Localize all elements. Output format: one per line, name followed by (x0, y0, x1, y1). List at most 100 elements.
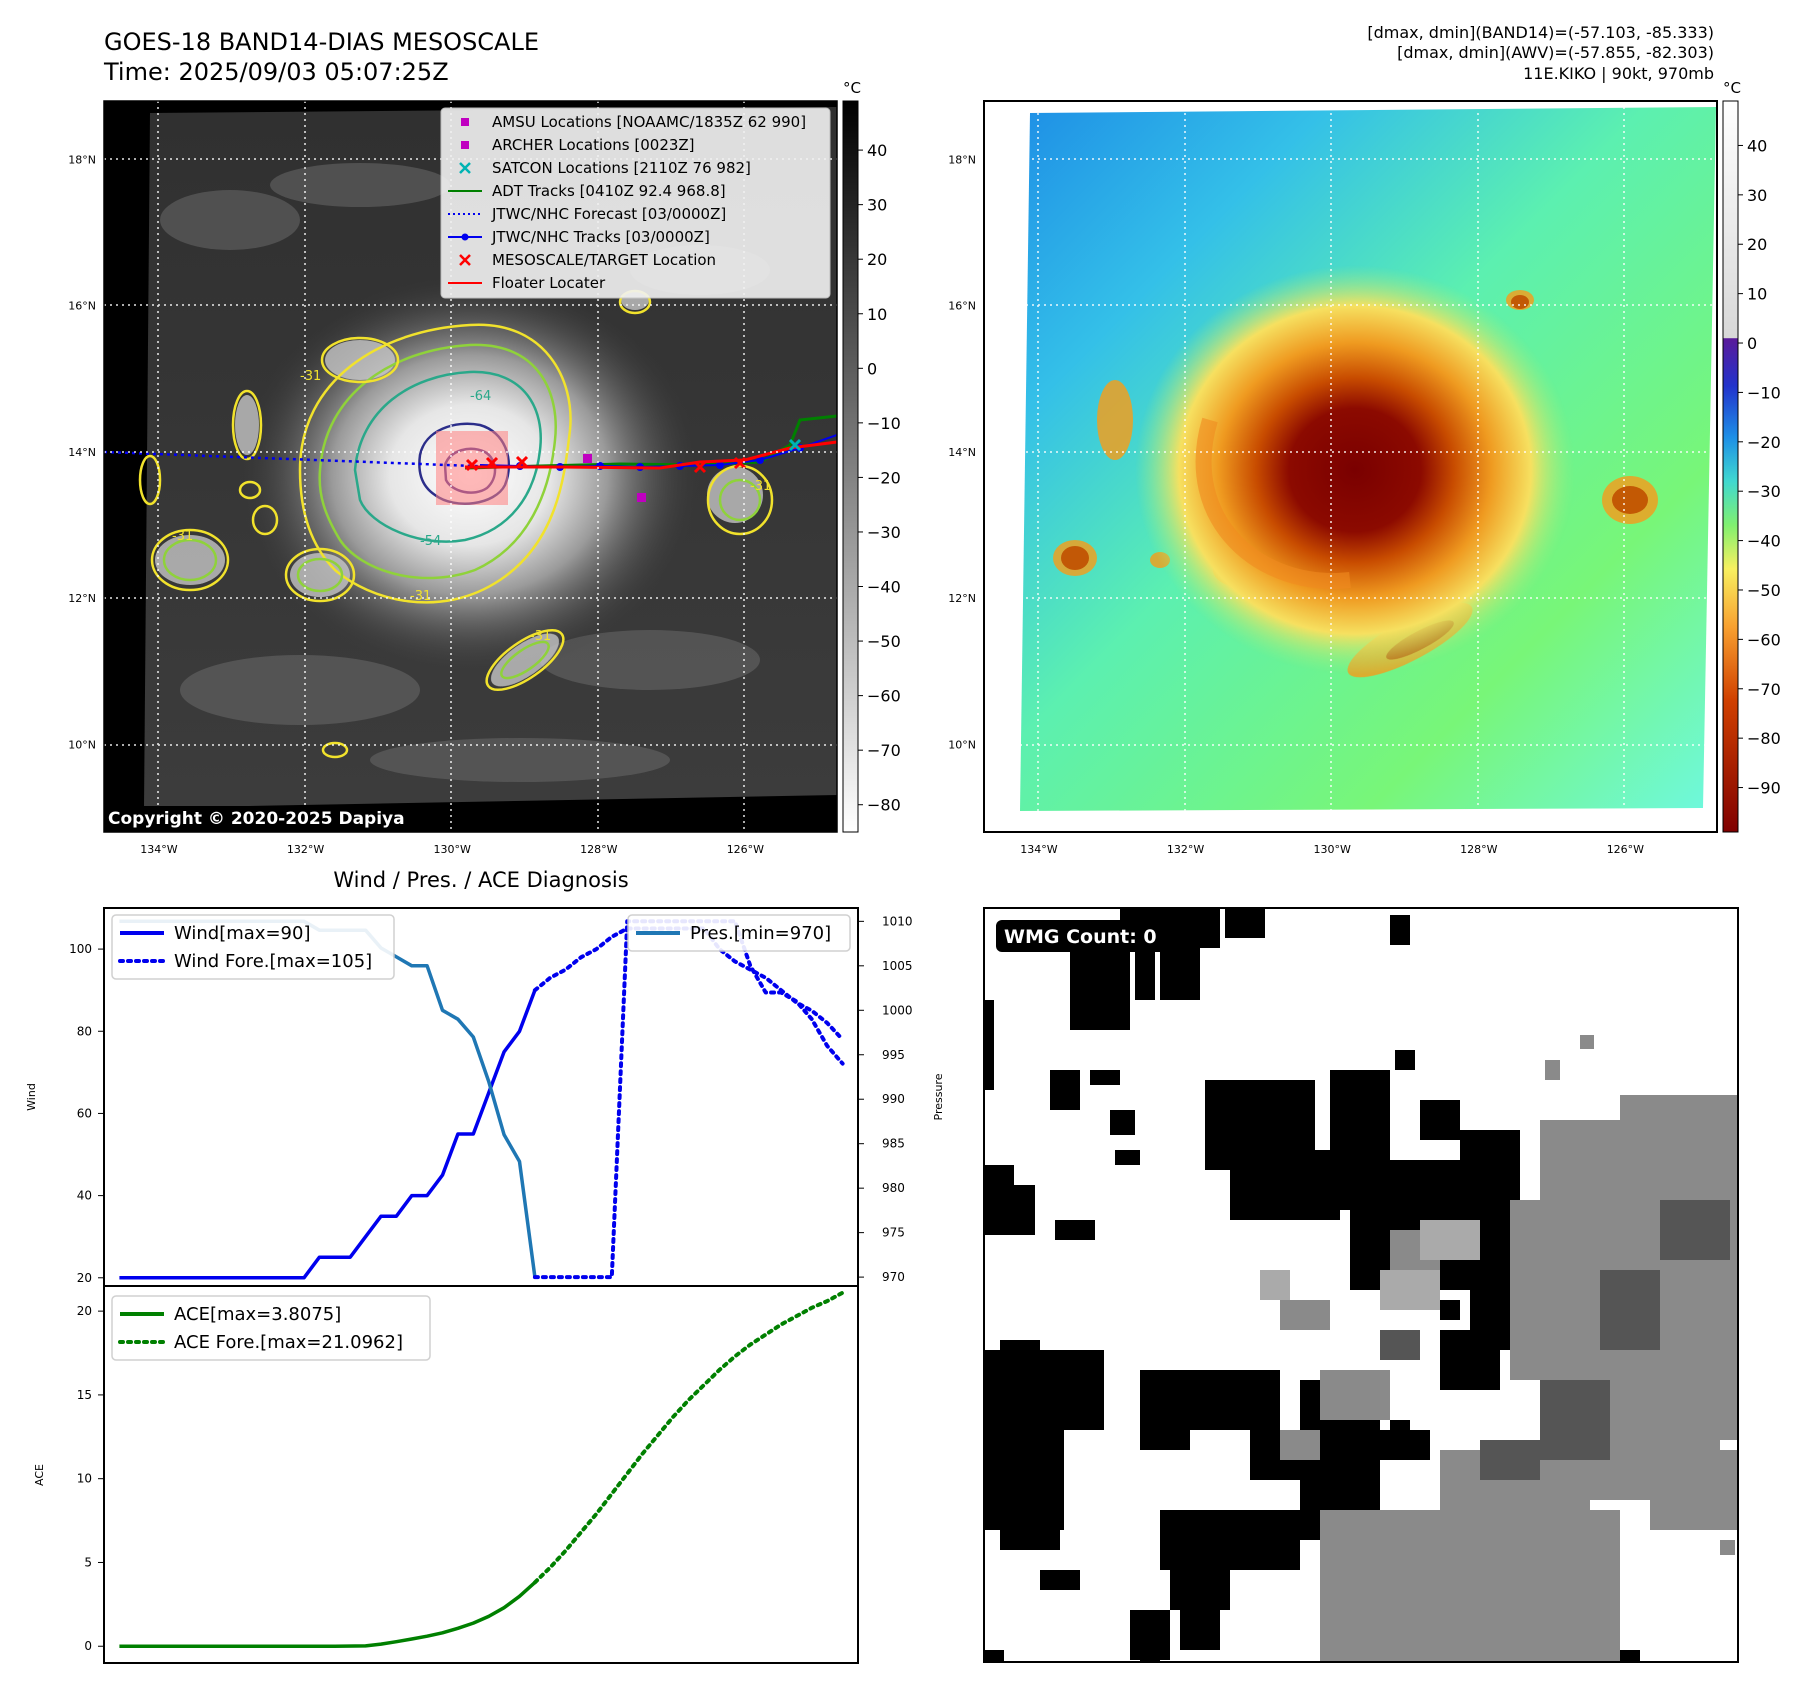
awv-lat-label: 10°N (948, 738, 976, 751)
ir-lon-label: 134°W (140, 843, 177, 856)
figure: GOES-18 BAND14-DIAS MESOSCALE Time: 2025… (0, 0, 1797, 1690)
awv-lon-label: 130°W (1313, 843, 1350, 856)
colorbar-tick-label: −60 (867, 687, 901, 706)
ir-contour-label: -31 (172, 529, 193, 544)
colorbar-tick-label: −20 (867, 468, 901, 487)
colorbar-tick-label: −80 (1747, 729, 1781, 748)
chart-legend-label: Wind[max=90] (174, 923, 311, 944)
colorbar-tick-label: −30 (867, 523, 901, 542)
ir-contour-label: -54 (420, 534, 441, 549)
awv-panel (984, 101, 1717, 832)
colorbar-tick-label: −40 (867, 578, 901, 597)
y2-tick-label: 975 (882, 1226, 905, 1240)
awv-colorbar-gradient (1723, 101, 1738, 832)
y-tick-label: 20 (77, 1271, 92, 1285)
colorbar-tick-label: 10 (867, 305, 887, 324)
legend-marker (461, 141, 469, 149)
ir-lat-label: 12°N (68, 592, 96, 605)
colorbar-tick-label: 30 (867, 196, 887, 215)
legend-label: ADT Tracks [0410Z 92.4 968.8] (492, 182, 726, 200)
chart-legend-label: ACE Fore.[max=21.0962] (174, 1332, 403, 1353)
ir-contour-label: -31 (410, 589, 431, 604)
colorbar-tick-label: 10 (1747, 285, 1767, 304)
y-tick-label: 80 (77, 1024, 92, 1038)
awv-lat-label: 14°N (948, 446, 976, 459)
legend-marker (461, 118, 469, 126)
colorbar-tick-label: −40 (1747, 532, 1781, 551)
figure-time: Time: 2025/09/03 05:07:25Z (103, 58, 449, 86)
chart-legend-label: Pres.[min=970] (690, 923, 831, 944)
awv-lon-label: 128°W (1460, 843, 1497, 856)
colorbar-tick-label: 20 (1747, 235, 1767, 254)
y-tick-label: 40 (77, 1189, 92, 1203)
colorbar-tick-label: 40 (867, 141, 887, 160)
legend-label: AMSU Locations [NOAAMC/1835Z 62 990] (492, 113, 806, 131)
ir-contour-label: -31 (300, 369, 321, 384)
colorbar-tick-label: −10 (867, 414, 901, 433)
y2-tick-label: 980 (882, 1181, 905, 1195)
y2-tick-label: 1005 (882, 959, 913, 973)
awv-lat-label: 12°N (948, 592, 976, 605)
ir-lon-label: 130°W (433, 843, 470, 856)
awv-colorbar: °C 40 30 20 10 0 −10 −20 −30 −40 −50 −60 −70 −80 −90 (1723, 79, 1781, 832)
chart-legend-label: ACE[max=3.8075] (174, 1304, 341, 1325)
figure-title: GOES-18 BAND14-DIAS MESOSCALE (104, 28, 539, 56)
legend-label: JTWC/NHC Forecast [03/0000Z] (491, 205, 726, 223)
colorbar-tick-label: 20 (867, 250, 887, 269)
colorbar-tick-label: −30 (1747, 482, 1781, 501)
y-tick-label: 20 (77, 1304, 92, 1318)
colorbar-tick-label: −10 (1747, 383, 1781, 402)
archer-marker (637, 493, 646, 502)
ir-colorbar-gradient (843, 101, 858, 832)
y-tick-label: 5 (84, 1555, 92, 1569)
colorbar-tick-label: −20 (1747, 433, 1781, 452)
awv-lon-label: 126°W (1607, 843, 1644, 856)
ir-panel: -64 -54 -31 -31 -31 -31 -31 (104, 101, 837, 832)
y-tick-label: 10 (77, 1472, 92, 1486)
ir-lon-label: 128°W (580, 843, 617, 856)
ir-lon-label: 132°W (287, 843, 324, 856)
awv-lon-label: 132°W (1167, 843, 1204, 856)
awv-lat-label: 18°N (948, 153, 976, 166)
y2-tick-label: 1000 (882, 1003, 913, 1017)
wmg-panel: WMG Count: 0 (984, 908, 1738, 1680)
colorbar-tick-label: −70 (867, 741, 901, 760)
y2-tick-label: 1010 (882, 914, 913, 928)
info-band14: [dmax, dmin](BAND14)=(-57.103, -85.333) (1367, 23, 1714, 42)
ir-contour-label: -64 (470, 389, 491, 404)
awv-lon-label: 134°W (1020, 843, 1057, 856)
pressure-axis-label: Pressure (932, 1073, 945, 1120)
colorbar-tick-label: −50 (1747, 581, 1781, 600)
colorbar-tick-label: −70 (1747, 680, 1781, 699)
legend-label: MESOSCALE/TARGET Location (492, 251, 716, 269)
legend-marker-dot (462, 234, 469, 241)
diagnosis-title: Wind / Pres. / ACE Diagnosis (333, 868, 628, 892)
colorbar-tick-label: 30 (1747, 186, 1767, 205)
colorbar-tick-label: 0 (867, 359, 877, 378)
y-tick-label: 100 (69, 942, 92, 956)
awv-colorbar-unit: °C (1723, 79, 1741, 97)
wind-axis-label: Wind (25, 1083, 38, 1111)
legend-label: Floater Locater (492, 274, 606, 292)
y2-tick-label: 970 (882, 1270, 905, 1284)
awv-imagery (984, 101, 1717, 832)
ir-contour-label: -31 (530, 629, 551, 644)
ir-legend: AMSU Locations [NOAAMC/1835Z 62 990] ARCH… (441, 108, 830, 298)
y2-tick-label: 990 (882, 1092, 905, 1106)
ir-lat-label: 18°N (68, 153, 96, 166)
legend-label: SATCON Locations [2110Z 76 982] (492, 159, 751, 177)
ir-lat-label: 10°N (68, 738, 96, 751)
info-awv: [dmax, dmin](AWV)=(-57.855, -82.303) (1397, 43, 1714, 62)
y2-tick-label: 995 (882, 1048, 905, 1062)
chart-legend-label: Wind Fore.[max=105] (174, 951, 372, 972)
y-tick-label: 0 (84, 1639, 92, 1653)
ir-lon-label: 126°W (727, 843, 764, 856)
colorbar-tick-label: 40 (1747, 136, 1767, 155)
wind-pressure-chart: Wind Pressure 20406080100970975980985990… (25, 908, 945, 1286)
ir-colorbar: °C 40 30 20 10 0 −10 −20 −30 −40 −50 −60 −70 −80 (843, 79, 901, 832)
colorbar-tick-label: −80 (867, 796, 901, 815)
wmg-badge-text: WMG Count: 0 (1004, 926, 1157, 948)
y-tick-label: 60 (77, 1106, 92, 1120)
colorbar-tick-label: 0 (1747, 334, 1757, 353)
legend-label: ARCHER Locations [0023Z] (492, 136, 695, 154)
